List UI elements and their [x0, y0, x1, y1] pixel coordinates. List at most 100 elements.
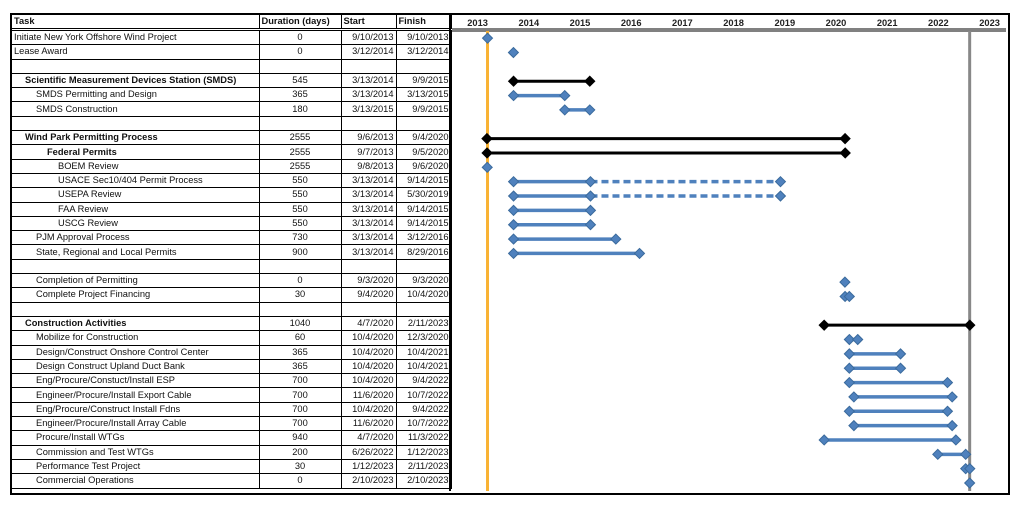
end-marker [950, 434, 962, 446]
start-marker [843, 405, 856, 417]
task-name: USEPA Review [12, 187, 260, 203]
duration-cell: 200 [259, 445, 342, 460]
start-cell: 3/13/2014 [341, 73, 397, 89]
table-row: USCG Review 550 3/13/2014 9/14/2015 [12, 216, 452, 232]
finish-cell: 9/4/2022 [396, 402, 452, 418]
start-marker [843, 362, 856, 374]
task-name: Eng/Procure/Constuct/Install ESP [12, 373, 260, 389]
finish-cell: 3/13/2015 [396, 87, 452, 103]
table-row [12, 302, 452, 317]
x-tick-label: 2021 [877, 18, 898, 28]
x-tick-label: 2022 [928, 18, 949, 28]
end-marker [959, 448, 972, 461]
task-name: Mobilize for Construction [12, 330, 260, 346]
duration-cell: 180 [259, 101, 342, 117]
finish-cell [396, 302, 452, 317]
table-row: Performance Test Project 30 1/12/2023 2/11/… [12, 459, 452, 475]
start-cell: 4/7/2020 [341, 430, 397, 446]
finish-cell: 9/6/2020 [396, 159, 452, 174]
start-cell: 1/12/2023 [341, 459, 397, 475]
x-tick-label: 2015 [570, 18, 591, 28]
end-marker [839, 147, 851, 159]
finish-cell: 8/29/2016 [396, 244, 452, 260]
task-name: PJM Approval Process [12, 230, 260, 246]
start-cell: 9/10/2013 [341, 29, 397, 46]
start-marker [481, 132, 493, 145]
start-cell: 3/13/2014 [341, 244, 397, 260]
end-marker [584, 75, 596, 87]
task-name: Procure/Install WTGs [12, 430, 260, 446]
duration-cell: 700 [259, 373, 342, 389]
table-row: Commercial Operations 0 2/10/2023 2/10/2023 [12, 473, 452, 489]
duration-cell: 730 [259, 230, 342, 246]
duration-cell: 900 [259, 244, 342, 260]
finish-cell [396, 116, 452, 132]
milestone-marker [839, 276, 851, 288]
task-table: Task Duration (days) Start Finish Initia… [12, 15, 452, 489]
start-cell: 3/12/2014 [341, 44, 397, 60]
start-cell: 9/6/2013 [341, 130, 397, 146]
task-name: BOEM Review [12, 159, 260, 174]
end-marker [584, 190, 597, 202]
task-name [12, 116, 260, 132]
finish-cell: 2/11/2023 [396, 459, 452, 475]
task-name: Initiate New York Offshore Wind Project [12, 29, 260, 46]
end-marker [946, 391, 958, 403]
x-tick-label: 2020 [826, 18, 847, 28]
end-marker [941, 405, 954, 417]
start-cell: 9/7/2013 [341, 144, 397, 160]
x-tick-label: 2023 [979, 18, 1000, 28]
task-name: Design/Construct Onshore Control Center [12, 345, 260, 360]
task-name: Engineer/Procure/Install Export Cable [12, 387, 260, 403]
header-finish: Finish [396, 15, 452, 31]
duration-cell: 0 [259, 473, 342, 489]
task-name: Performance Test Project [12, 459, 260, 475]
start-cell: 10/4/2020 [341, 402, 397, 418]
duration-cell: 700 [259, 416, 342, 432]
finish-cell: 9/14/2015 [396, 202, 452, 217]
table-row: BOEM Review 2555 9/8/2013 9/6/2020 [12, 159, 452, 174]
task-name: USACE Sec10/404 Permit Process [12, 173, 260, 189]
table-row: Design Construct Upland Duct Bank 365 10/4… [12, 359, 452, 375]
finish-cell: 9/3/2020 [396, 273, 452, 289]
milestone-marker [507, 46, 520, 59]
start-cell: 3/13/2014 [341, 187, 397, 203]
start-cell: 11/6/2020 [341, 387, 397, 403]
start-cell: 3/13/2014 [341, 173, 397, 189]
finish-cell: 2/10/2023 [396, 473, 452, 489]
end-marker [584, 204, 597, 217]
task-name: SMDS Permitting and Design [12, 87, 260, 103]
finish-cell: 9/14/2015 [396, 173, 452, 189]
start-cell: 3/13/2015 [341, 101, 397, 117]
duration-cell: 550 [259, 187, 342, 203]
finish-cell [396, 59, 452, 74]
table-row: USACE Sec10/404 Permit Process 550 3/13/20… [12, 173, 452, 189]
duration-cell: 365 [259, 345, 342, 360]
task-name: State, Regional and Local Permits [12, 244, 260, 260]
end-marker [774, 175, 787, 188]
milestone-marker [481, 161, 493, 174]
table-row: SMDS Construction 180 3/13/2015 9/9/2015 [12, 101, 452, 117]
duration-cell: 550 [259, 202, 342, 217]
task-name: Commission and Test WTGs [12, 445, 260, 460]
start-cell [341, 116, 397, 132]
finish-cell: 9/14/2015 [396, 216, 452, 232]
finish-cell: 3/12/2016 [396, 230, 452, 246]
duration-cell: 60 [259, 330, 342, 346]
duration-cell [259, 302, 342, 317]
duration-cell [259, 259, 342, 275]
finish-cell: 11/3/2022 [396, 430, 452, 446]
finish-cell: 10/4/2020 [396, 287, 452, 303]
start-cell: 9/8/2013 [341, 159, 397, 174]
start-marker [932, 448, 944, 461]
table-row [12, 59, 452, 74]
end-marker [946, 419, 958, 432]
duration-cell: 700 [259, 387, 342, 403]
end-marker [584, 104, 596, 116]
table-row: State, Regional and Local Permits 900 3/13… [12, 244, 452, 260]
task-name: Federal Permits [12, 144, 260, 160]
duration-cell: 550 [259, 216, 342, 232]
start-cell [341, 59, 397, 74]
table-row: PJM Approval Process 730 3/13/2014 3/12/201… [12, 230, 452, 246]
task-name [12, 302, 260, 317]
